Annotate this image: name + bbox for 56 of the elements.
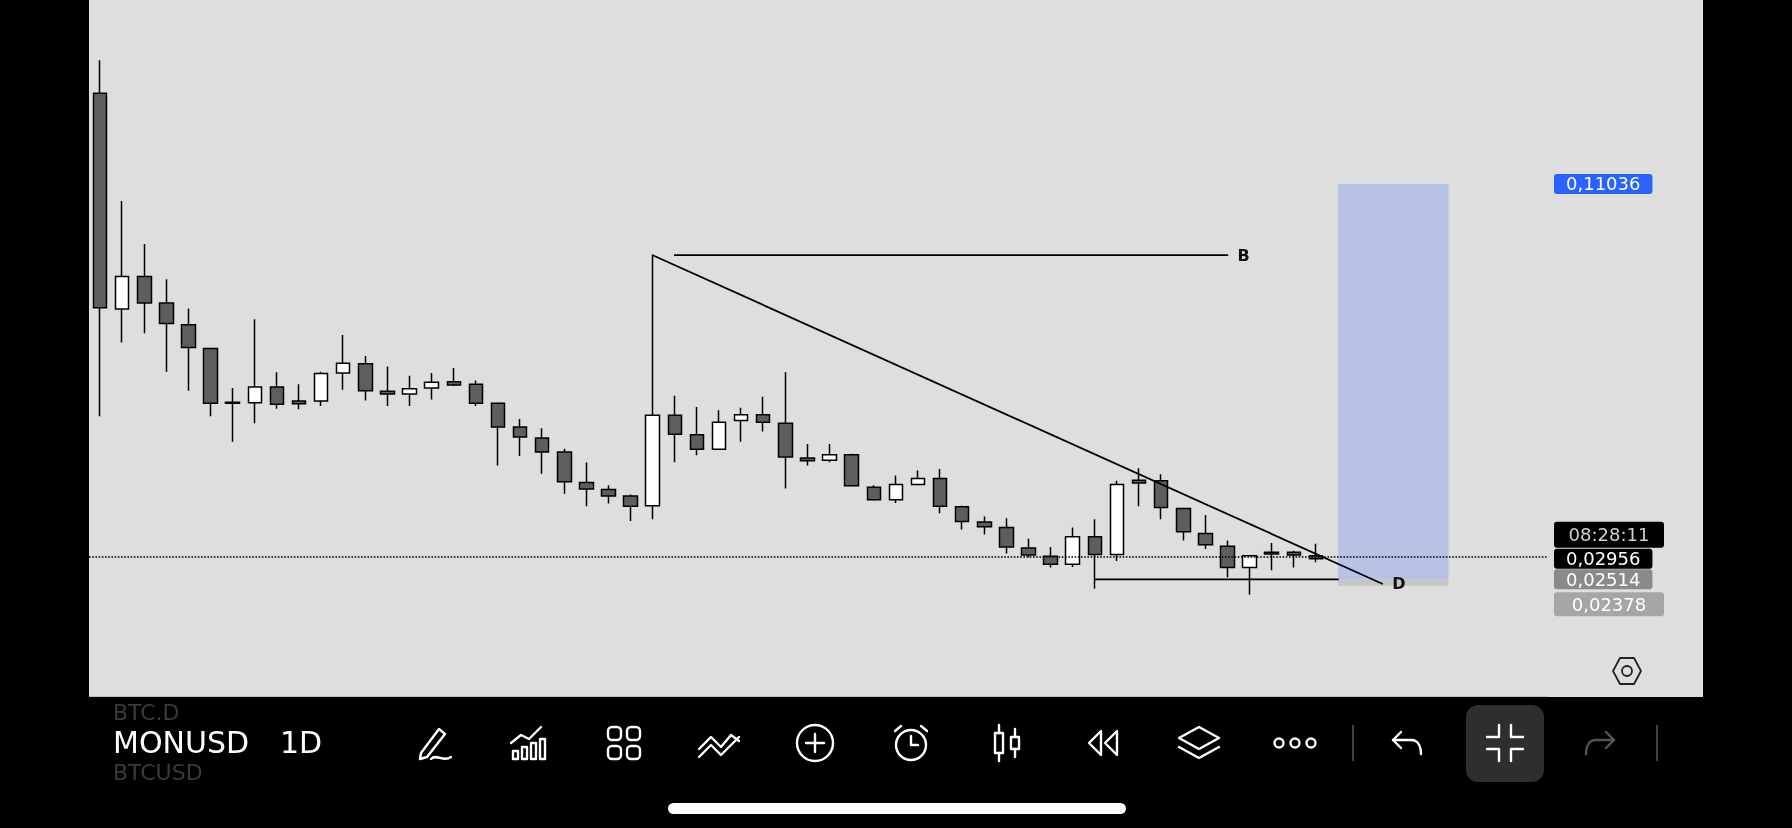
text: 08:28:11	[1568, 524, 1650, 546]
candlestick	[136, 243, 153, 334]
candlestick	[423, 372, 440, 401]
candlestick	[180, 307, 197, 392]
candlestick	[998, 517, 1015, 555]
y-tick-label: 0,11036	[1566, 173, 1641, 195]
candlestick	[357, 355, 374, 402]
candlestick	[1175, 507, 1192, 542]
candlestick	[799, 443, 816, 467]
candlestick	[313, 370, 329, 407]
candlestick	[335, 334, 351, 391]
candlestick	[446, 367, 462, 387]
annotation: D	[1392, 574, 1406, 594]
candlestick	[556, 447, 573, 495]
candlestick	[202, 347, 219, 417]
candlestick	[534, 427, 550, 475]
candlestick	[114, 200, 130, 344]
candlestick	[622, 493, 639, 522]
y-tick-label: 0,02514	[1566, 568, 1641, 590]
candlestick	[888, 474, 904, 504]
candlestick	[932, 468, 948, 514]
candlestick	[954, 505, 970, 531]
candlestick	[1197, 514, 1214, 550]
candlestick	[269, 371, 285, 410]
candlestick	[755, 395, 771, 433]
candlestick	[600, 484, 617, 505]
candlestick	[401, 375, 418, 407]
candlestick	[224, 387, 241, 443]
candlestick	[490, 402, 506, 467]
candlestick	[910, 469, 926, 487]
candlestick	[468, 379, 484, 407]
candlestick	[379, 365, 396, 407]
annotation: B	[1237, 245, 1250, 265]
candlestick	[291, 383, 307, 410]
candlestick	[667, 395, 683, 463]
text: BTC.D	[113, 700, 180, 725]
candlestick	[578, 461, 595, 507]
text: MONUSD	[113, 725, 250, 760]
candlestick	[711, 409, 727, 450]
y-tick-label: 0,02956	[1566, 548, 1641, 570]
candlestick	[158, 278, 175, 373]
candlestick	[843, 453, 860, 487]
candlestick	[733, 407, 749, 443]
candlestick	[976, 515, 993, 536]
text: 1D	[280, 725, 323, 760]
candlestick	[866, 484, 882, 502]
candlestick	[247, 318, 263, 424]
candlestick	[1153, 473, 1169, 520]
candlestick	[92, 59, 108, 417]
candlestick	[689, 406, 705, 456]
candlestick	[821, 443, 838, 463]
text: BTCUSD	[113, 760, 203, 785]
candlestick	[1131, 467, 1147, 507]
candlestick	[777, 371, 794, 490]
candlestick	[512, 418, 528, 457]
text: 0,02378	[1571, 593, 1647, 615]
